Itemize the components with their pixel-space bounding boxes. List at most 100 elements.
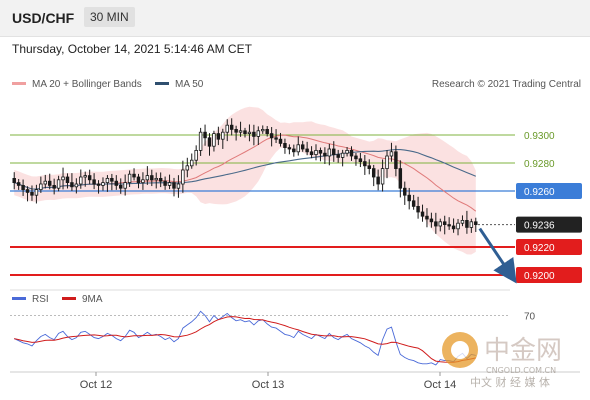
candle	[96, 180, 101, 194]
candle	[256, 126, 261, 146]
candle	[411, 194, 416, 210]
candle	[25, 186, 30, 202]
candle	[110, 173, 114, 191]
candle	[198, 127, 203, 156]
candle-body	[145, 175, 150, 181]
candle	[371, 164, 376, 187]
candle-body	[371, 168, 376, 178]
candle-body	[225, 124, 229, 133]
candle-body	[154, 177, 158, 181]
candle-body	[469, 221, 474, 228]
candle-body	[212, 133, 216, 147]
candle	[127, 170, 132, 187]
candle-body	[327, 148, 332, 157]
candle-body	[203, 131, 207, 139]
candle-body	[385, 155, 389, 170]
candle	[132, 168, 136, 181]
candle	[123, 174, 127, 196]
candle	[43, 174, 48, 189]
candle	[340, 149, 345, 167]
candle-body	[411, 200, 416, 207]
candle-body	[442, 221, 447, 226]
watermark: 中金网 CNGOLD.COM.CN 中文 财 经 媒 体	[442, 332, 562, 389]
candle-body	[425, 215, 429, 220]
rsi-line	[14, 310, 476, 366]
candle	[314, 144, 318, 161]
source-credit: Research © 2021 Trading Central	[432, 79, 581, 90]
candle	[83, 171, 87, 187]
candle-body	[185, 165, 190, 171]
candle-body	[56, 179, 61, 189]
level-label-0.9200: 0.9200	[524, 271, 555, 282]
ma50-line	[14, 148, 477, 190]
candle	[451, 218, 456, 233]
candle-body	[87, 175, 92, 181]
candle	[61, 167, 65, 190]
candle-body	[61, 176, 65, 181]
candle-body	[269, 133, 274, 139]
candle-body	[39, 183, 43, 190]
candle	[398, 160, 403, 198]
candle-body	[172, 182, 176, 189]
candle-body	[323, 152, 327, 157]
candle-body	[176, 183, 181, 189]
candle-body	[474, 221, 478, 226]
candle	[367, 159, 371, 175]
candle	[438, 218, 443, 232]
candle	[39, 176, 43, 193]
candle-body	[465, 219, 469, 228]
candle-body	[416, 205, 420, 213]
candle	[269, 127, 274, 147]
candle-body	[110, 177, 114, 182]
candle	[287, 144, 292, 155]
candle	[181, 160, 185, 193]
candle	[305, 141, 309, 156]
candle-body	[194, 149, 198, 161]
candle-body	[434, 221, 438, 227]
candle-body	[247, 131, 252, 134]
candle-body	[105, 177, 110, 183]
candle-body	[429, 218, 434, 223]
timeframe-button[interactable]: 30 MIN	[84, 7, 135, 27]
candle	[238, 121, 243, 137]
candle	[163, 176, 167, 190]
candle-body	[150, 175, 154, 181]
candle	[292, 144, 296, 157]
candle	[172, 177, 176, 197]
watermark-tagline: 中文 财 经 媒 体	[470, 375, 550, 389]
candle	[336, 149, 340, 163]
candle-body	[438, 221, 443, 227]
rsi-legend-label: RSI	[32, 294, 49, 305]
candle-body	[447, 224, 451, 227]
candle-body	[70, 182, 74, 188]
candle	[420, 204, 425, 222]
candle	[92, 173, 96, 190]
candle-body	[376, 176, 380, 185]
candle-body	[451, 225, 456, 230]
level-label-0.9300: 0.9300	[524, 131, 555, 142]
candle	[16, 178, 21, 190]
timestamp: Thursday, October 14, 2021 5:14:46 AM CE…	[12, 42, 252, 56]
ma9-line	[14, 316, 476, 363]
candle	[247, 124, 252, 142]
candle	[221, 128, 225, 149]
candle-body	[292, 148, 296, 153]
candle	[216, 126, 221, 146]
candle	[114, 175, 119, 190]
candle	[469, 218, 474, 233]
candle	[212, 130, 216, 152]
candle-body	[47, 180, 52, 186]
candle-body	[256, 130, 261, 137]
candle	[47, 173, 52, 190]
candle-body	[132, 173, 136, 178]
candle	[34, 184, 39, 204]
candle	[234, 125, 238, 141]
candle-body	[332, 148, 336, 155]
level-label-0.9280: 0.9280	[524, 159, 555, 170]
level-tag-0.9220	[516, 239, 582, 255]
candle-body	[367, 165, 371, 170]
candle	[252, 124, 256, 146]
candle-body	[127, 173, 132, 183]
watermark-url: CNGOLD.COM.CN	[486, 366, 556, 375]
candle	[389, 142, 394, 162]
